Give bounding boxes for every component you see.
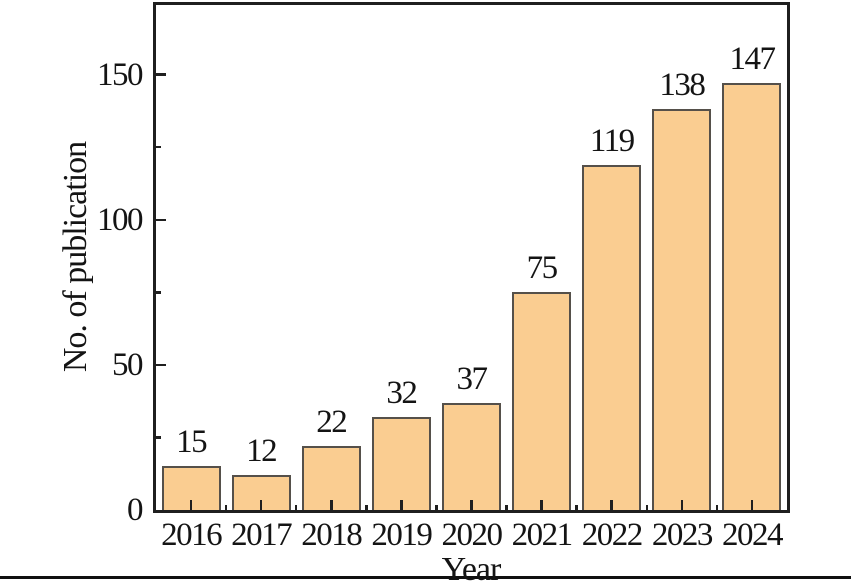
x-axis-title: Year — [441, 551, 502, 585]
y-tick-label-0: 0 — [127, 492, 144, 528]
x-tick-label-2016: 2016 — [161, 517, 223, 553]
x-minor-tick — [224, 505, 228, 510]
bar-2019 — [371, 417, 431, 510]
x-minor-tick — [645, 505, 649, 510]
bar-value-label-2021: 75 — [526, 250, 559, 287]
y-major-tick — [156, 73, 166, 76]
bar-2022 — [582, 164, 642, 510]
bar-2023 — [652, 109, 712, 510]
bar-2020 — [442, 402, 501, 510]
y-tick-label-100: 100 — [97, 201, 144, 238]
bar-value-label-2020: 37 — [456, 360, 489, 397]
bar-value-label-2016: 15 — [176, 424, 208, 461]
x-tick-label-2017: 2017 — [231, 517, 293, 553]
x-tick-label-2021: 2021 — [511, 517, 574, 553]
y-axis-title: No. of publication — [57, 141, 94, 373]
x-minor-tick — [505, 505, 508, 510]
x-major-tick — [750, 500, 754, 510]
x-minor-tick — [294, 505, 298, 510]
y-minor-tick — [156, 291, 161, 294]
y-major-tick — [156, 363, 166, 367]
x-major-tick — [610, 500, 613, 510]
x-major-tick — [259, 500, 263, 510]
bar-2021 — [512, 292, 572, 510]
y-minor-tick — [156, 145, 161, 149]
bar-2018 — [301, 446, 361, 510]
x-tick-label-2024: 2024 — [721, 517, 784, 553]
x-minor-tick — [435, 505, 438, 510]
bar-value-label-2022: 119 — [589, 122, 635, 159]
x-major-tick — [189, 500, 193, 510]
x-major-tick — [680, 500, 684, 510]
x-tick-label-2018: 2018 — [301, 517, 363, 553]
x-tick-label-2022: 2022 — [581, 517, 644, 553]
x-tick-label-2020: 2020 — [441, 517, 504, 553]
x-minor-tick — [365, 505, 368, 510]
x-major-tick — [470, 500, 473, 510]
bar-value-label-2019: 32 — [386, 375, 418, 412]
y-tick-label-150: 150 — [97, 56, 144, 93]
y-major-tick — [156, 218, 166, 222]
x-major-tick — [330, 500, 333, 510]
x-major-tick — [540, 500, 543, 510]
y-tick-label-50: 50 — [112, 346, 144, 383]
bar-value-label-2024: 147 — [729, 41, 776, 78]
plot-area: 15 2016 12 2017 22 2018 32 2019 37 2020 75 2021 119 2… — [97, 2, 790, 552]
x-minor-tick — [575, 505, 578, 510]
x-minor-tick — [715, 505, 719, 510]
figure-bottom-rule — [0, 576, 851, 579]
bar-value-label-2017: 12 — [246, 433, 278, 470]
y-minor-tick — [156, 436, 161, 439]
bar-2024 — [722, 83, 782, 510]
bar-value-label-2018: 22 — [316, 404, 348, 441]
bar-value-label-2023: 138 — [659, 67, 706, 104]
x-major-tick — [400, 500, 403, 510]
x-tick-label-2019: 2019 — [371, 517, 433, 553]
x-tick-label-2023: 2023 — [651, 517, 714, 553]
